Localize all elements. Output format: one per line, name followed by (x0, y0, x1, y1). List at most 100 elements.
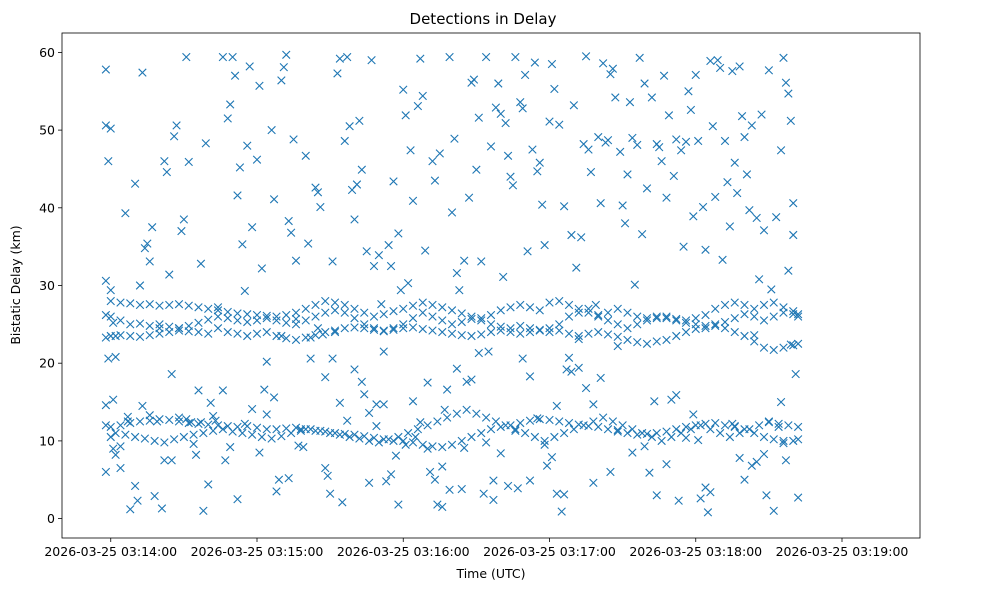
data-point (389, 306, 398, 316)
data-point (652, 312, 661, 321)
data-point (106, 285, 115, 295)
data-point (747, 461, 757, 470)
data-point (162, 167, 172, 177)
data-point (286, 228, 296, 237)
data-point (389, 325, 398, 334)
data-point (747, 121, 757, 130)
data-point (321, 296, 330, 306)
data-point (623, 324, 632, 333)
data-point (779, 53, 788, 63)
data-point (608, 417, 618, 426)
data-point (611, 93, 620, 102)
data-point (642, 184, 652, 193)
data-point (272, 425, 281, 434)
data-point (769, 435, 778, 444)
data-point (447, 320, 457, 329)
data-point (252, 423, 262, 432)
data-point (525, 327, 535, 337)
data-point (360, 308, 369, 317)
data-point (357, 165, 367, 174)
data-point (401, 440, 410, 449)
data-point (150, 491, 159, 501)
data-point (516, 329, 525, 338)
data-point (126, 505, 135, 514)
data-point (418, 91, 427, 101)
data-point (793, 312, 803, 321)
data-point (652, 313, 661, 323)
data-point (101, 467, 111, 477)
data-point (442, 385, 452, 394)
data-point (525, 303, 535, 312)
data-point (603, 316, 613, 325)
data-point (330, 306, 340, 315)
data-point (135, 281, 145, 290)
data-point (428, 326, 437, 335)
data-point (559, 428, 569, 438)
data-point (301, 333, 310, 342)
data-point (701, 321, 710, 331)
data-point (282, 50, 291, 59)
data-point (701, 245, 710, 254)
data-point (511, 425, 520, 434)
data-point (401, 111, 410, 120)
data-point (779, 308, 788, 317)
data-point (252, 329, 262, 338)
y-tick-label: 40 (39, 200, 55, 215)
data-point (104, 354, 113, 363)
data-point (321, 372, 330, 382)
data-point (623, 335, 632, 345)
data-point (221, 456, 230, 465)
data-point (467, 375, 476, 384)
data-point (186, 418, 196, 427)
data-point (172, 121, 181, 130)
data-point (711, 192, 720, 202)
x-tick-label: 2026-03-25 03:16:00 (337, 544, 470, 559)
data-point (503, 481, 513, 491)
data-point (574, 334, 583, 344)
data-point (503, 151, 513, 160)
data-point (121, 209, 130, 218)
data-point (481, 438, 491, 447)
data-point (233, 316, 242, 325)
data-point (545, 327, 554, 337)
data-point (330, 298, 340, 307)
data-point (501, 118, 510, 128)
data-point (525, 476, 535, 485)
data-point (506, 324, 515, 333)
data-point (579, 421, 588, 430)
data-point (262, 327, 271, 337)
data-point (262, 311, 271, 320)
data-point (165, 300, 174, 310)
data-point (603, 425, 613, 434)
data-point (520, 70, 530, 80)
data-point (423, 421, 432, 430)
data-point (496, 322, 505, 331)
data-point (681, 422, 691, 432)
data-point (135, 319, 145, 328)
data-point (591, 300, 601, 310)
data-point (569, 425, 579, 434)
data-point (340, 300, 349, 310)
data-point (613, 332, 622, 341)
data-point (752, 213, 761, 223)
data-point (703, 508, 713, 517)
data-point (576, 233, 586, 242)
data-point (272, 487, 281, 496)
data-point (155, 320, 164, 329)
data-point (486, 310, 496, 320)
data-point (715, 63, 725, 73)
data-point (662, 335, 671, 345)
data-point (679, 242, 688, 251)
data-point (182, 414, 191, 424)
data-point (140, 434, 150, 443)
y-tick-label: 30 (39, 278, 55, 293)
data-point (769, 312, 778, 321)
data-point (165, 270, 174, 279)
data-point (518, 104, 527, 113)
data-point (438, 327, 447, 337)
data-point (394, 500, 403, 509)
data-point (157, 504, 167, 513)
data-point (462, 377, 471, 387)
data-point (684, 87, 693, 96)
data-point (111, 428, 120, 438)
